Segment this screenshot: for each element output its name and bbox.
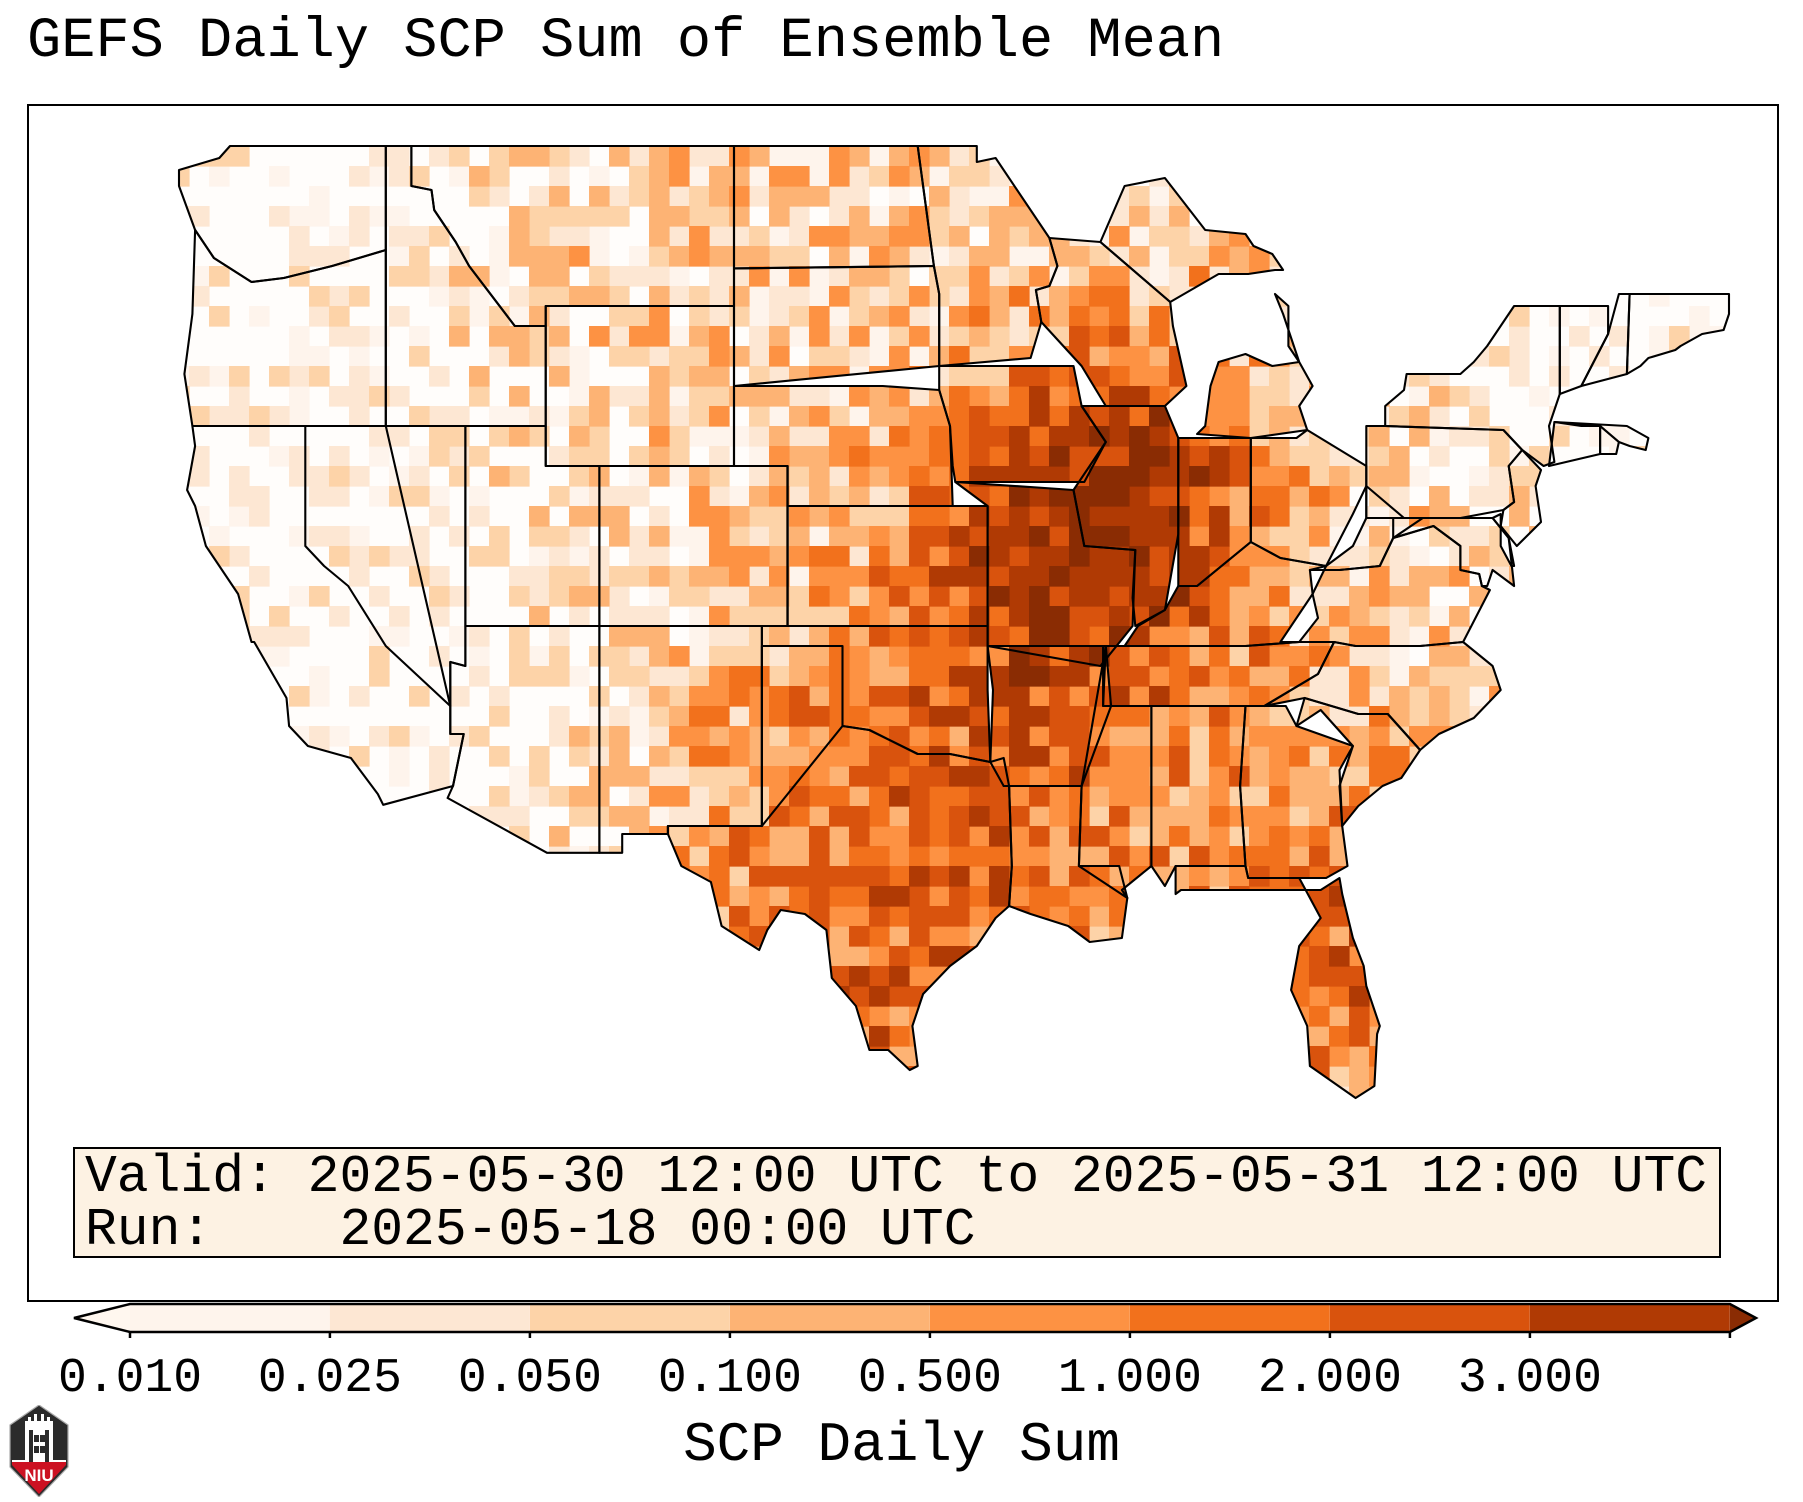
svg-text:NIU: NIU [24,1466,53,1485]
